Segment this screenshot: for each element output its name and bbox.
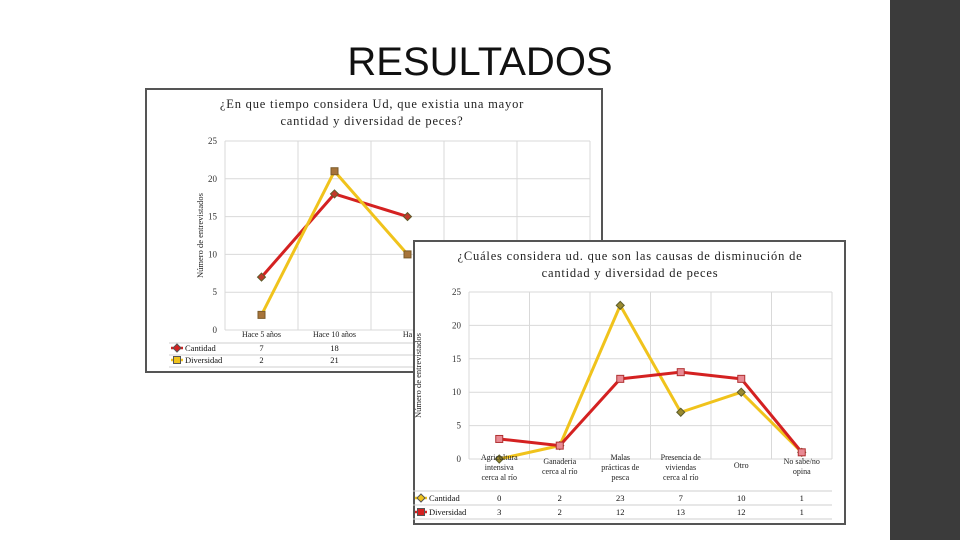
y-tick-label: 5 [213,287,218,297]
legend-entry: Cantidad [185,343,216,353]
data-point [495,434,504,443]
chart-title: ¿Cuáles considera ud. que son las causas… [457,249,803,280]
y-axis-title: Número de entrevistados [195,193,205,278]
chart-title: ¿En que tiempo considera Ud, que existia… [219,97,525,128]
x-category-label: viviendas [665,463,696,472]
x-category-label: pesca [611,473,629,482]
table-value: 2 [558,493,562,503]
y-tick-label: 20 [452,320,462,330]
data-point [494,454,504,464]
series-line-cantidad [498,303,803,461]
data-point [737,374,746,383]
legend-entry: Diversidad [429,507,467,517]
x-category-label: Hace 5 años [242,330,281,339]
x-category-label: Hace 10 años [313,330,356,339]
x-category-label: Presencia de [661,453,702,462]
data-point [676,407,686,417]
table-value: 7 [259,343,263,353]
chart-time-period: ¿En que tiempo considera Ud, que existia… [145,88,603,373]
y-tick-label: 0 [457,454,462,464]
data-point [797,448,806,457]
table-value: 0 [497,493,501,503]
y-tick-label: 10 [452,387,462,397]
legend-key-marker [172,343,182,353]
x-category-label: Malas [610,453,630,462]
data-point [402,211,413,222]
table-value: 10 [737,493,746,503]
table-value: 3 [497,507,501,517]
y-tick-label: 25 [452,287,462,297]
x-category-label: prácticas de [601,463,639,472]
x-category-label: Ha [403,330,413,339]
x-category-label: Otro [734,461,749,470]
x-category-label: cerca al río [481,473,517,482]
slide-title: RESULTADOS [347,40,613,84]
data-point [736,387,746,397]
legend-entry: Diversidad [185,355,223,365]
table-value: 12 [737,507,746,517]
table-value: 12 [616,507,625,517]
y-tick-label: 20 [208,174,218,184]
data-point [676,368,685,377]
data-point [615,300,625,311]
x-category-label: Agricultura [481,453,518,462]
x-category-label: Ganaderia [543,457,576,466]
data-point [555,441,564,450]
x-category-label: intensiva [485,463,514,472]
table-value: 21 [330,355,339,365]
chart-causes: ¿Cuáles considera ud. que son las causas… [413,240,846,525]
table-value: 23 [616,493,625,503]
data-point [616,374,625,383]
x-category-label: No sabe/no [784,457,820,466]
y-axis-title: Número de entrevistados [413,333,423,418]
y-tick-label: 25 [208,136,218,146]
legend-entry: Cantidad [429,493,460,503]
x-category-label: cerca al río [663,473,699,482]
y-tick-label: 0 [213,325,218,335]
x-category-label: opina [793,467,811,476]
legend-key-marker [416,493,426,503]
table-value: 18 [330,343,339,353]
table-value: 7 [679,493,683,503]
legend-key-marker [173,356,181,364]
data-point [257,310,266,319]
data-point [330,167,339,176]
legend-key-marker [417,508,425,516]
data-point [329,189,340,199]
series-line-cantidad [260,192,408,279]
y-tick-label: 5 [457,421,462,431]
y-tick-label: 15 [452,354,462,364]
data-point [256,272,267,282]
table-value: 1 [800,507,804,517]
series-line-diversidad [499,370,803,454]
decorative-side-band [890,0,960,540]
y-tick-label: 15 [208,212,218,222]
table-value: 2 [558,507,562,517]
x-category-label: cerca al río [542,467,578,476]
table-value: 1 [800,493,804,503]
table-value: 13 [677,507,686,517]
y-tick-label: 10 [208,249,218,259]
table-value: 2 [259,355,263,365]
data-point [403,250,412,259]
